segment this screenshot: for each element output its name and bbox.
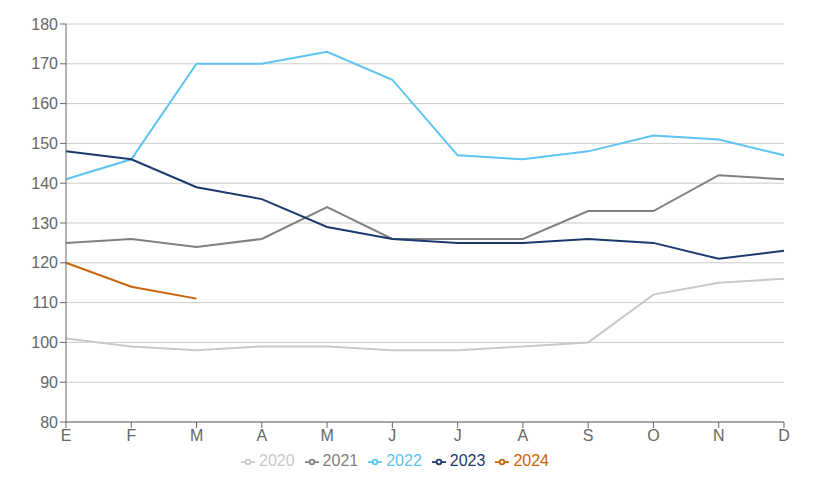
svg-text:O: O xyxy=(647,427,659,444)
svg-text:N: N xyxy=(713,427,725,444)
svg-text:100: 100 xyxy=(31,334,58,351)
svg-text:F: F xyxy=(126,427,136,444)
svg-text:D: D xyxy=(778,427,790,444)
svg-text:110: 110 xyxy=(32,294,58,311)
svg-text:120: 120 xyxy=(31,254,58,271)
svg-text:160: 160 xyxy=(31,95,58,112)
html-text:2023: 2023 xyxy=(449,452,486,469)
svg-text:M: M xyxy=(190,427,203,444)
html-text:2024: 2024 xyxy=(513,452,549,469)
svg-text:J: J xyxy=(454,427,462,444)
svg-text:170: 170 xyxy=(31,55,58,72)
svg-text:140: 140 xyxy=(31,175,58,192)
svg-text:130: 130 xyxy=(31,215,58,232)
svg-text:S: S xyxy=(583,427,594,444)
svg-text:M: M xyxy=(320,427,333,444)
html-text:2022: 2022 xyxy=(386,452,422,469)
svg-text:J: J xyxy=(388,427,396,444)
svg-text:80: 80 xyxy=(40,414,58,431)
html-text:2021: 2021 xyxy=(322,452,359,469)
svg-text:150: 150 xyxy=(31,135,58,152)
svg-text:A: A xyxy=(518,427,529,444)
svg-text:E: E xyxy=(61,427,72,444)
html-text:2020: 2020 xyxy=(259,452,295,469)
svg-text:A: A xyxy=(256,427,267,444)
svg-text:90: 90 xyxy=(40,374,58,391)
svg-text:180: 180 xyxy=(31,16,58,33)
